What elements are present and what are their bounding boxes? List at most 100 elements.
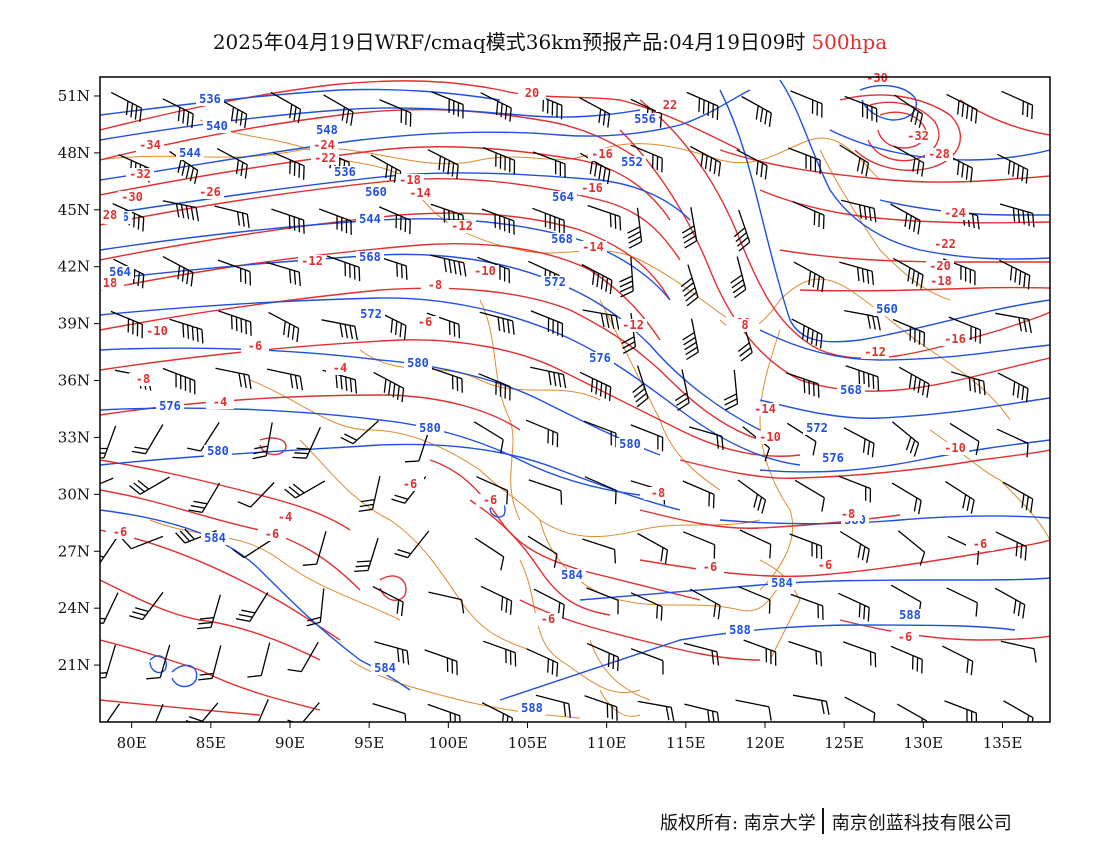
temperature-contour-label: -8 xyxy=(136,372,150,386)
wind-barb xyxy=(527,535,558,568)
wind-barb xyxy=(476,476,509,505)
height-contour-label: 568 xyxy=(551,232,573,246)
wind-barb xyxy=(630,424,664,452)
wind-barb xyxy=(583,420,617,448)
chart-title: 2025年04月19日WRF/cmaq模式36km预报产品:04月19日09时 5… xyxy=(0,26,1100,55)
wind-barb xyxy=(586,587,619,615)
temperature-contour-label: -14 xyxy=(754,402,776,416)
temperature-contour-label: 20 xyxy=(525,86,539,100)
height-label-bg xyxy=(196,93,224,106)
temperature-label-bg xyxy=(966,538,994,551)
height-label-bg xyxy=(331,166,359,179)
y-tick-label: 33N xyxy=(58,428,90,446)
wind-barb xyxy=(478,373,511,401)
wind-barb xyxy=(215,367,252,390)
temperature-label-bg xyxy=(471,265,499,278)
height-label-bg xyxy=(404,357,432,370)
height-contour-label: 572 xyxy=(806,421,828,435)
wind-barb xyxy=(793,261,825,293)
height-label-bg xyxy=(356,251,384,264)
height-contour-label: 576 xyxy=(159,399,181,413)
height-label-bg xyxy=(549,191,577,204)
wind-barb xyxy=(941,152,973,182)
wind-barb xyxy=(374,641,410,665)
wind-barb xyxy=(579,152,611,185)
wind-barb xyxy=(266,368,304,391)
temperature-contour-label: -28 xyxy=(928,147,950,161)
x-tick-label: 80E xyxy=(117,734,147,752)
temperature-label-bg xyxy=(241,340,269,353)
height-label-bg xyxy=(768,577,796,590)
wind-barb xyxy=(996,428,1029,458)
height-label-bg xyxy=(518,702,546,715)
wind-barb xyxy=(373,254,408,280)
temperature-contour-label: -8 xyxy=(428,278,442,292)
height-label-bg xyxy=(201,532,229,545)
wind-barb xyxy=(842,641,877,668)
temperature-contour-label: -6 xyxy=(483,493,497,507)
wind-barb xyxy=(843,427,875,458)
wind-barb xyxy=(155,703,164,722)
height-contour-label: 536 xyxy=(334,165,356,179)
wind-barb xyxy=(1003,700,1034,722)
y-axis: 51N 48N 45N 42N 39N 36N 33N 30N 27N 24N 21N xyxy=(58,87,100,674)
x-tick-label: 115E xyxy=(666,734,706,752)
wind-barb xyxy=(482,146,516,175)
wind-barb xyxy=(892,257,924,289)
wind-barb xyxy=(680,264,699,307)
temperature-label-bg xyxy=(136,139,164,152)
temperature-label-bg xyxy=(891,631,919,644)
temperature-label-bg xyxy=(941,333,969,346)
wind-barb xyxy=(480,585,513,615)
wind-barb xyxy=(431,91,464,119)
wind-barb xyxy=(838,592,870,622)
temperature-label-bg xyxy=(811,559,839,572)
height-contour-label: 580 xyxy=(619,437,641,451)
temperature-label-bg xyxy=(96,209,124,222)
wind-barb xyxy=(237,482,275,508)
temperature-contour-label: -24 xyxy=(944,206,966,220)
wind-barb xyxy=(198,645,222,681)
wind-barb xyxy=(683,642,720,666)
y-tick-label: 45N xyxy=(58,201,90,219)
wind-barb xyxy=(999,203,1035,228)
wind-barb xyxy=(790,593,824,620)
temperature-label-bg xyxy=(396,174,424,187)
height-label-bg xyxy=(313,124,341,137)
temperature-label-bg xyxy=(396,478,424,491)
wind-barb xyxy=(682,318,699,361)
height-label-bg xyxy=(558,569,586,582)
wind-barb xyxy=(188,482,221,514)
temperature-label-bg xyxy=(926,260,954,273)
temperature-label-bg xyxy=(271,511,299,524)
temperature-label-bg xyxy=(534,613,562,626)
x-tick-label: 110E xyxy=(587,734,627,752)
wind-barb xyxy=(584,476,617,505)
wind-barb xyxy=(844,95,878,123)
wind-barb xyxy=(379,99,412,127)
y-tick-label: 30N xyxy=(58,485,90,503)
temperature-contour-label: -12 xyxy=(864,345,886,359)
temperature-label-bg xyxy=(406,187,434,200)
wind-barb xyxy=(169,318,204,344)
temperature-label-bg xyxy=(834,508,862,521)
wind-barb xyxy=(100,592,119,624)
wind-barb xyxy=(794,479,825,512)
temperature-contour-label: -20 xyxy=(929,259,951,273)
wind-barb xyxy=(394,530,430,559)
wind-barb xyxy=(619,257,634,298)
height-contour-label: 580 xyxy=(207,444,229,458)
temperature-contour-label: -34 xyxy=(139,138,161,152)
height-label-bg xyxy=(837,384,865,397)
temperature-contour-label: -12 xyxy=(301,254,323,268)
wind-barb xyxy=(681,207,698,249)
height-label-bg xyxy=(896,609,924,622)
wind-barb xyxy=(268,311,300,343)
temperature-contour-label: -14 xyxy=(409,186,431,200)
copyright-notice: 版权所有: 南京大学 南京创蓝科技有限公司 xyxy=(660,808,1012,835)
temperature-label-bg xyxy=(258,528,286,541)
wind-barb xyxy=(354,537,379,573)
wind-barb xyxy=(473,421,504,454)
wind-barb xyxy=(682,531,716,559)
wind-barb xyxy=(430,254,467,277)
